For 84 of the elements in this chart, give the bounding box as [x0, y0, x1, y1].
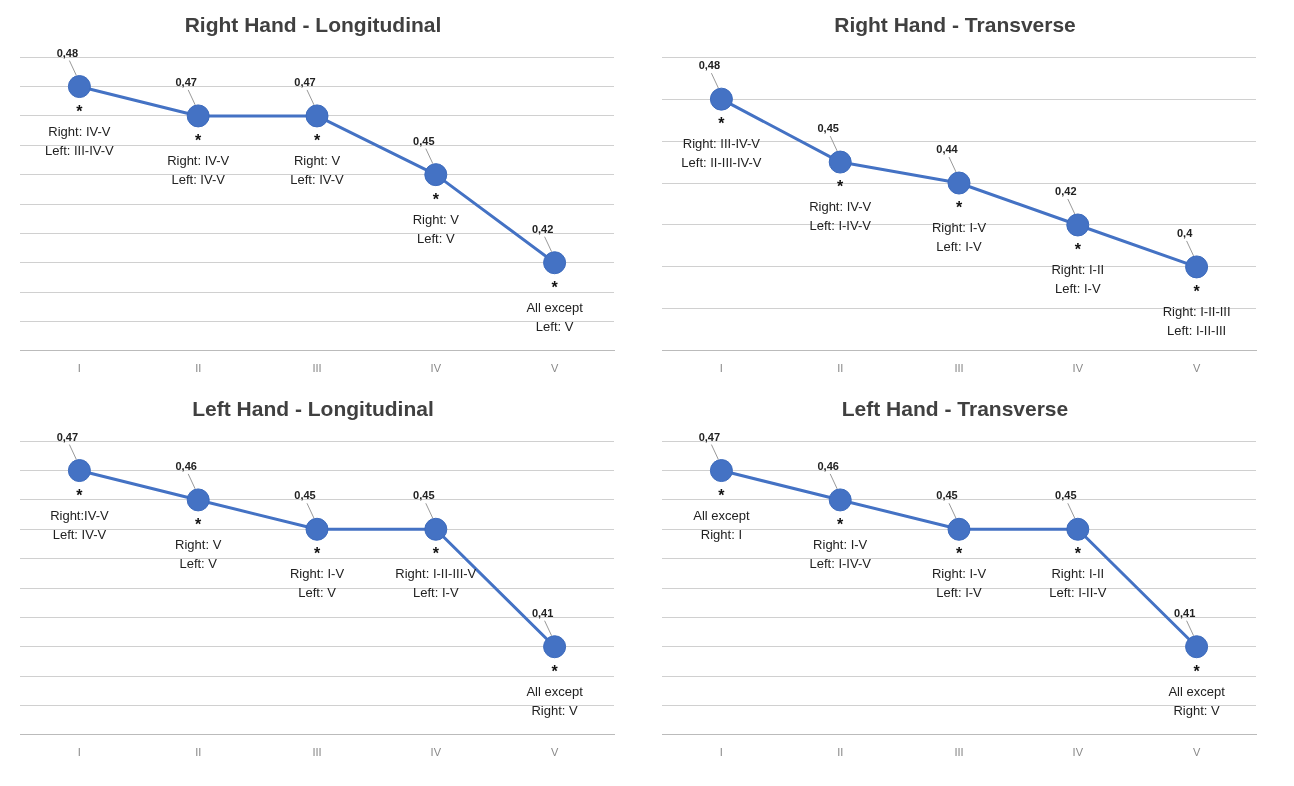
annotation: * Right: I-II-III-V Left: I-V — [395, 545, 477, 601]
point — [947, 517, 971, 541]
annotation: * Right: III-IV-V Left: II-III-IV-V — [681, 115, 762, 171]
point — [947, 171, 971, 195]
data-label: 0,48 — [56, 46, 79, 59]
point — [543, 635, 567, 659]
point — [1185, 635, 1209, 659]
data-label: 0,41 — [531, 606, 554, 619]
data-label: 0,45 — [294, 489, 316, 502]
point — [543, 251, 567, 275]
data-label: 0,47 — [175, 75, 197, 88]
x-tick-label: IV — [430, 746, 442, 759]
data-label: 0,45 — [817, 122, 839, 135]
x-tick-label: V — [1192, 362, 1201, 375]
point — [709, 87, 733, 111]
data-label: 0,45 — [1055, 489, 1077, 502]
x-tick-label: IV — [1072, 362, 1084, 375]
point — [305, 517, 329, 541]
annotation: * Right: V Left: V — [412, 190, 460, 246]
chart-title: Left Hand - Transverse — [841, 397, 1069, 421]
point — [828, 150, 852, 174]
data-label: 0,42 — [1055, 184, 1077, 197]
annotation: * Right: IV-V Left: IV-V — [167, 131, 230, 187]
point — [1066, 213, 1090, 237]
point — [186, 104, 210, 128]
x-tick-label: V — [550, 746, 559, 759]
data-label: 0,44 — [936, 143, 959, 156]
data-label: 0,47 — [698, 430, 721, 443]
x-tick-label: III — [954, 746, 964, 759]
annotation: * Right: I-V Left: V — [289, 545, 345, 601]
annotation: * All except Left: V — [526, 278, 584, 334]
annotation: * Right: I-V Left: I-V — [931, 199, 987, 255]
point — [1066, 517, 1090, 541]
x-tick-label: II — [195, 362, 202, 375]
x-tick-label: II — [837, 746, 844, 759]
data-label: 0,48 — [698, 59, 721, 72]
annotation: * Right:IV-V Left: IV-V — [50, 486, 109, 542]
chart-title: Right Hand - Longitudinal — [184, 13, 442, 37]
annotation: * Right: I-V Left: I-IV-V — [809, 515, 872, 571]
point — [186, 488, 210, 512]
data-label: 0,46 — [817, 459, 839, 472]
annotation: * All except Right: V — [526, 662, 584, 718]
x-tick-label: III — [954, 362, 964, 375]
x-tick-label: V — [1192, 746, 1201, 759]
annotation: * All except Right: I — [693, 486, 750, 542]
point — [828, 488, 852, 512]
point — [424, 163, 448, 187]
chart-title: Right Hand - Transverse — [834, 13, 1076, 37]
data-label: 0,45 — [413, 489, 435, 502]
point — [1185, 255, 1209, 279]
data-label: 0,45 — [413, 134, 435, 147]
x-tick-label: V — [550, 362, 559, 375]
annotation: * Right: V Left: V — [175, 515, 222, 571]
data-label: 0,46 — [175, 459, 197, 472]
data-label: 0,47 — [56, 430, 79, 443]
x-tick-label: I — [77, 362, 81, 375]
annotation: * Right: I-II Left: I-II-V — [1049, 545, 1107, 601]
x-tick-label: I — [77, 746, 81, 759]
x-tick-label: IV — [1072, 746, 1084, 759]
annotation: * Right: I-II-III Left: I-II-III — [1162, 282, 1231, 338]
annotation: * Right: IV-V Left: I-IV-V — [809, 178, 872, 234]
data-label: 0,47 — [294, 75, 316, 88]
data-label: 0,42 — [531, 222, 554, 235]
x-tick-label: IV — [430, 362, 442, 375]
data-label: 0,45 — [936, 489, 958, 502]
annotation: * Right: IV-V Left: III-IV-V — [45, 102, 115, 158]
point — [67, 75, 91, 99]
data-label: 0,4 — [1176, 226, 1194, 239]
annotation: * Right: V Left: IV-V — [290, 131, 345, 187]
x-tick-label: III — [312, 746, 322, 759]
data-label: 0,41 — [1173, 606, 1196, 619]
point — [709, 459, 733, 483]
annotation: * Right: I-V Left: I-V — [931, 545, 987, 601]
chart-title: Left Hand - Longitudinal — [192, 397, 434, 421]
x-tick-label: I — [719, 746, 723, 759]
x-tick-label: III — [312, 362, 322, 375]
annotation: * Right: I-II Left: I-V — [1051, 240, 1105, 296]
point — [67, 459, 91, 483]
annotation: * All except Right: V — [1168, 662, 1226, 718]
point — [305, 104, 329, 128]
x-tick-label: II — [195, 746, 202, 759]
point — [424, 517, 448, 541]
x-tick-label: II — [837, 362, 844, 375]
x-tick-label: I — [719, 362, 723, 375]
